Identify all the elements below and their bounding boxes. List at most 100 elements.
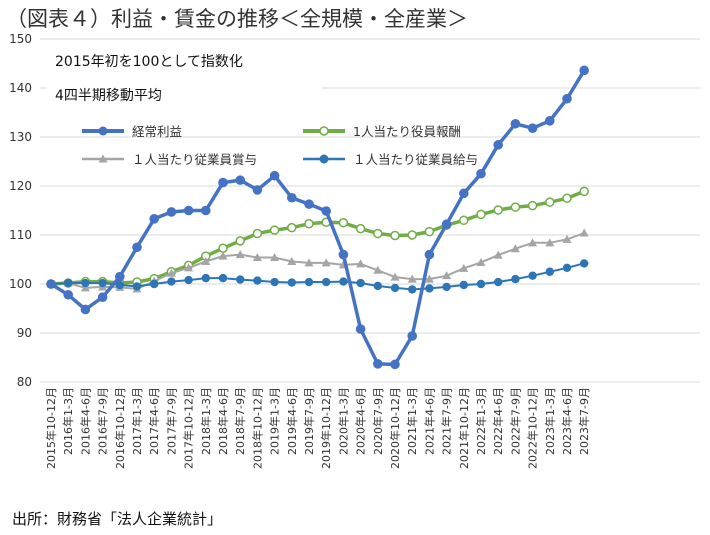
data-point [580,259,589,268]
data-point [562,234,572,243]
data-point [562,263,572,273]
data-point [390,359,400,370]
data-point [390,272,400,281]
x-tick-label: 2021年1-3月 [405,387,419,455]
y-tick-label: 140 [9,81,32,95]
data-point [545,197,555,207]
data-point [424,274,434,283]
x-tick-label: 2020年7-9月 [371,387,385,455]
data-point [407,331,418,341]
x-tick-label: 2017年7-9月 [164,387,178,455]
data-point [252,228,263,239]
legend-marker [98,126,108,136]
data-point [339,277,348,286]
data-point [355,324,366,334]
data-point [493,140,504,150]
data-point [184,263,194,272]
x-tick-label: 2023年4-6月 [560,387,574,455]
data-point [269,170,280,181]
data-point [510,244,520,253]
data-point [98,278,107,288]
data-point [527,200,538,211]
x-tick-label: 2019年4-6月 [285,387,299,455]
data-point [373,265,383,274]
data-point [562,193,572,203]
x-tick-label: 2017年1-3月 [130,387,144,455]
data-point [321,258,331,267]
series-line-1 [50,189,585,286]
legend-label: 1人当たり役員報酬 [353,124,461,139]
data-point [235,175,245,185]
data-point [80,304,91,315]
x-tick-label: 2016年7-9月 [96,387,110,455]
x-tick-label: 2022年10-12月 [526,387,540,469]
legend-marker [319,154,329,164]
data-point [322,277,331,287]
data-point [81,278,90,288]
data-point [356,259,366,268]
y-tick-label: 90 [17,326,32,340]
data-point [493,250,503,259]
data-point [494,277,503,287]
data-point [236,275,245,284]
data-point [545,238,555,247]
data-point [476,209,486,220]
data-point [184,275,193,285]
data-point [510,202,521,212]
data-point [201,205,211,216]
data-point [166,207,177,217]
annotation-background [47,40,322,110]
data-point [218,243,228,253]
x-tick-label: 2020年10-12月 [388,387,402,469]
data-point [183,205,194,216]
y-axis: 80 90 100 110 120 130 140 150 [9,32,32,389]
x-tick-label: 2016年1-3月 [61,387,75,455]
data-point [476,279,486,289]
data-point [287,222,297,233]
data-point [579,65,589,76]
series-group [46,65,589,370]
data-point [355,223,366,234]
data-point [304,258,314,267]
y-tick-label: 80 [17,375,32,389]
data-point [201,256,211,265]
data-point [167,277,176,286]
y-tick-label: 130 [9,130,32,144]
data-point [150,279,159,289]
data-point [579,186,589,197]
legend-item: １人当たり従業員賞与 [82,152,257,167]
x-tick-label: 2017年10-12月 [182,387,196,469]
annotation-index-base: 2015年初を100として指数化 [55,53,243,70]
data-point [321,206,332,216]
data-point [63,289,73,300]
x-axis: 2015年10-12月 2016年1-3月 2016年4-6月 2016年7-9月 20… [44,387,591,469]
data-point [493,205,503,215]
y-tick-label: 150 [9,32,32,46]
x-tick-label: 2019年7-9月 [302,387,316,455]
data-point [132,282,142,291]
data-point [253,276,262,285]
x-tick-label: 2021年4-6月 [422,387,436,455]
data-point [338,218,349,228]
legend-label: １人当たり従業員給与 [353,152,478,167]
data-point [287,278,296,287]
data-point [527,123,538,133]
x-tick-label: 2019年1-3月 [268,387,282,455]
x-tick-label: 2019年10-12月 [319,387,333,469]
legend-item: 1人当たり役員報酬 [303,124,461,139]
data-point [459,263,469,272]
x-tick-label: 2023年1-3月 [543,387,557,455]
data-point [304,277,314,287]
data-point [562,93,572,104]
data-point [115,271,125,282]
data-point [269,225,280,235]
legend-item: １人当たり従業員給与 [303,152,478,167]
x-tick-label: 2022年1-3月 [474,387,488,455]
data-point [218,251,228,260]
x-tick-label: 2023年7-9月 [577,387,591,455]
data-point [476,168,486,179]
chart-title: （図表４）利益・賃金の推移＜全規模・全産業＞ [6,7,468,31]
data-point [459,188,469,199]
data-point [80,283,90,292]
